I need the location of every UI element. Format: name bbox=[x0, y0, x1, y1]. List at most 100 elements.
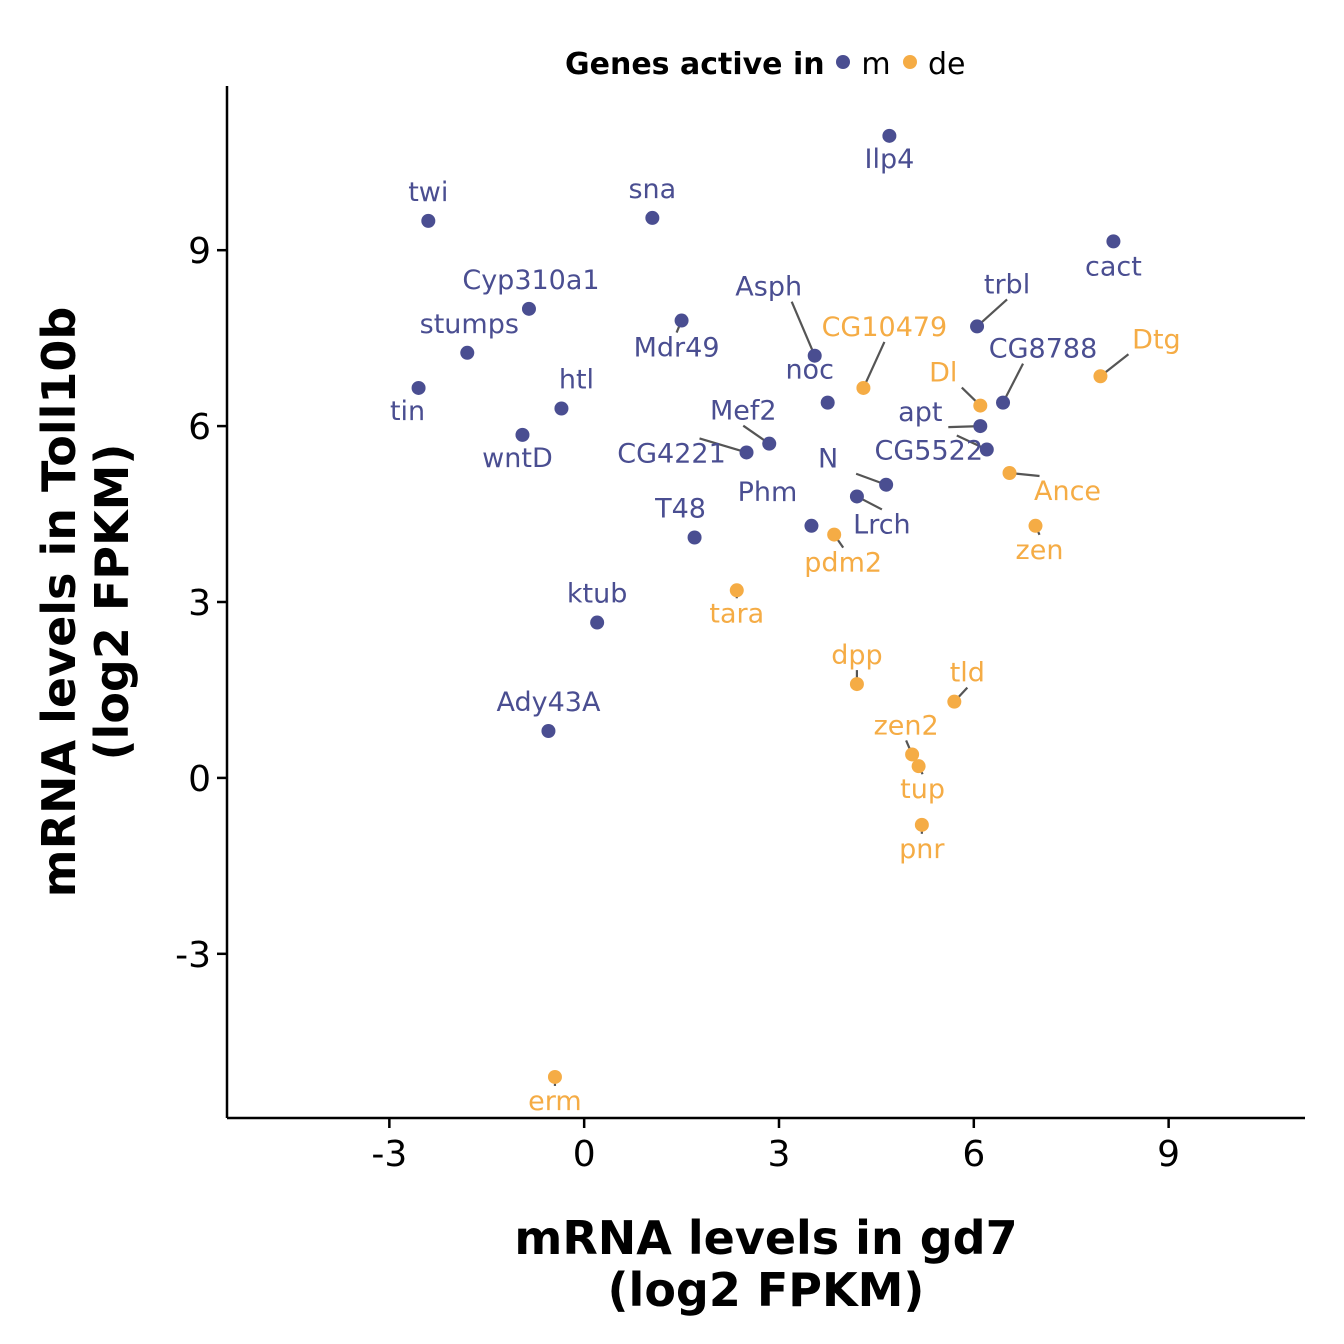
scatter-point bbox=[674, 313, 689, 328]
point-label: cact bbox=[1085, 251, 1142, 282]
scatter-point bbox=[807, 348, 822, 363]
point-label: pnr bbox=[899, 834, 945, 865]
scatter-point bbox=[849, 489, 864, 504]
point-label: tara bbox=[709, 598, 764, 629]
point-label: CG8788 bbox=[989, 334, 1098, 365]
point-label: stumps bbox=[420, 309, 519, 340]
point-label: CG10479 bbox=[822, 312, 948, 343]
legend-marker-de bbox=[903, 55, 917, 69]
point-label: CG5522 bbox=[875, 436, 984, 467]
point-label: trbl bbox=[984, 269, 1030, 300]
point-label: htl bbox=[559, 365, 594, 396]
point-label: Ilp4 bbox=[864, 144, 914, 175]
x-axis-title-line1: mRNA levels in gd7 bbox=[514, 1211, 1017, 1265]
y-tick-label: 3 bbox=[188, 583, 211, 624]
point-label: Dtg bbox=[1132, 324, 1181, 355]
data-points bbox=[411, 128, 1121, 1084]
scatter-point bbox=[856, 380, 871, 395]
scatter-point bbox=[849, 677, 864, 692]
scatter-point bbox=[739, 445, 754, 460]
scatter-point bbox=[729, 583, 744, 598]
point-label: Dl bbox=[929, 358, 957, 389]
scatter-point bbox=[973, 398, 988, 413]
scatter-point bbox=[973, 419, 988, 434]
scatter-point bbox=[947, 694, 962, 709]
scatter-point bbox=[914, 817, 929, 832]
label-connector bbox=[790, 301, 816, 357]
axes: -3 0 3 6 9 -3 0 3 6 9 bbox=[175, 86, 1305, 1175]
scatter-point bbox=[996, 395, 1011, 410]
y-axis-title-line1: mRNA levels in Toll10b bbox=[32, 307, 86, 898]
scatter-point bbox=[879, 477, 894, 492]
x-tick-label: 3 bbox=[768, 1134, 791, 1175]
point-label: CG4221 bbox=[617, 438, 726, 469]
y-tick-label: 9 bbox=[188, 231, 211, 272]
point-label: zen bbox=[1016, 535, 1064, 566]
label-connectors bbox=[553, 298, 1130, 1086]
y-tick-label: -3 bbox=[175, 935, 211, 976]
scatter-point bbox=[804, 518, 819, 533]
scatter-point bbox=[541, 724, 556, 738]
label-connector bbox=[699, 437, 747, 454]
scatter-point bbox=[911, 759, 926, 774]
point-label: Ady43A bbox=[496, 687, 600, 718]
point-label: Mef2 bbox=[710, 396, 777, 427]
scatter-point bbox=[905, 747, 920, 762]
point-label: ktub bbox=[567, 579, 627, 610]
point-label: twi bbox=[408, 177, 448, 208]
y-tick-label: 0 bbox=[188, 759, 211, 800]
x-tick-label: 6 bbox=[962, 1134, 985, 1175]
x-tick-label: -3 bbox=[371, 1134, 407, 1175]
point-label: Lrch bbox=[853, 509, 911, 540]
scatter-point bbox=[1093, 369, 1108, 384]
x-axis-title-line2: (log2 FPKM) bbox=[608, 1263, 925, 1317]
scatter-point bbox=[979, 442, 994, 457]
scatter-point bbox=[411, 380, 426, 395]
scatter-point bbox=[547, 1069, 562, 1084]
point-label: tin bbox=[390, 396, 425, 427]
point-label: zen2 bbox=[874, 710, 939, 741]
x-tick-label: 0 bbox=[573, 1134, 596, 1175]
axis-titles: mRNA levels in gd7(log2 FPKM)mRNA levels… bbox=[32, 307, 1018, 1317]
point-label: Mdr49 bbox=[634, 333, 720, 364]
label-connector bbox=[1002, 363, 1025, 404]
scatter-point bbox=[827, 527, 842, 542]
point-label: N bbox=[818, 444, 838, 475]
point-label: T48 bbox=[654, 494, 706, 525]
point-label: dpp bbox=[831, 640, 882, 671]
scatter-point bbox=[820, 395, 835, 410]
point-label: Phm bbox=[738, 477, 798, 508]
legend-marker-m bbox=[836, 55, 850, 69]
scatter-point bbox=[554, 401, 569, 416]
point-label: Ance bbox=[1034, 476, 1101, 507]
legend-label-m: m bbox=[861, 47, 890, 82]
scatter-point bbox=[645, 210, 660, 225]
x-tick-label: 9 bbox=[1157, 1134, 1180, 1175]
point-label: Cyp310a1 bbox=[462, 265, 599, 296]
scatter-point bbox=[762, 436, 777, 451]
point-label: erm bbox=[528, 1086, 582, 1117]
scatter-point bbox=[590, 615, 605, 630]
point-label: pdm2 bbox=[804, 548, 882, 579]
scatter-point bbox=[1028, 518, 1043, 533]
legend: Genes active in m de bbox=[565, 47, 966, 82]
scatter-point bbox=[421, 213, 436, 228]
scatter-point bbox=[970, 319, 985, 334]
point-label: noc bbox=[785, 355, 833, 386]
point-label: Asph bbox=[735, 272, 802, 303]
scatter-point bbox=[521, 301, 536, 316]
legend-title: Genes active in bbox=[565, 47, 825, 82]
legend-label-de: de bbox=[928, 47, 966, 82]
point-label: sna bbox=[628, 174, 676, 205]
y-axis-title-line2: (log2 FPKM) bbox=[85, 444, 139, 761]
scatter-point bbox=[687, 530, 702, 545]
scatter-point bbox=[1106, 234, 1121, 249]
scatter-point bbox=[460, 345, 475, 360]
scatter-point bbox=[515, 427, 530, 442]
point-label: tld bbox=[950, 658, 985, 689]
point-label: apt bbox=[898, 397, 942, 428]
scatter-point bbox=[1002, 466, 1017, 480]
y-tick-label: 6 bbox=[188, 407, 211, 448]
point-label: tup bbox=[900, 774, 945, 805]
